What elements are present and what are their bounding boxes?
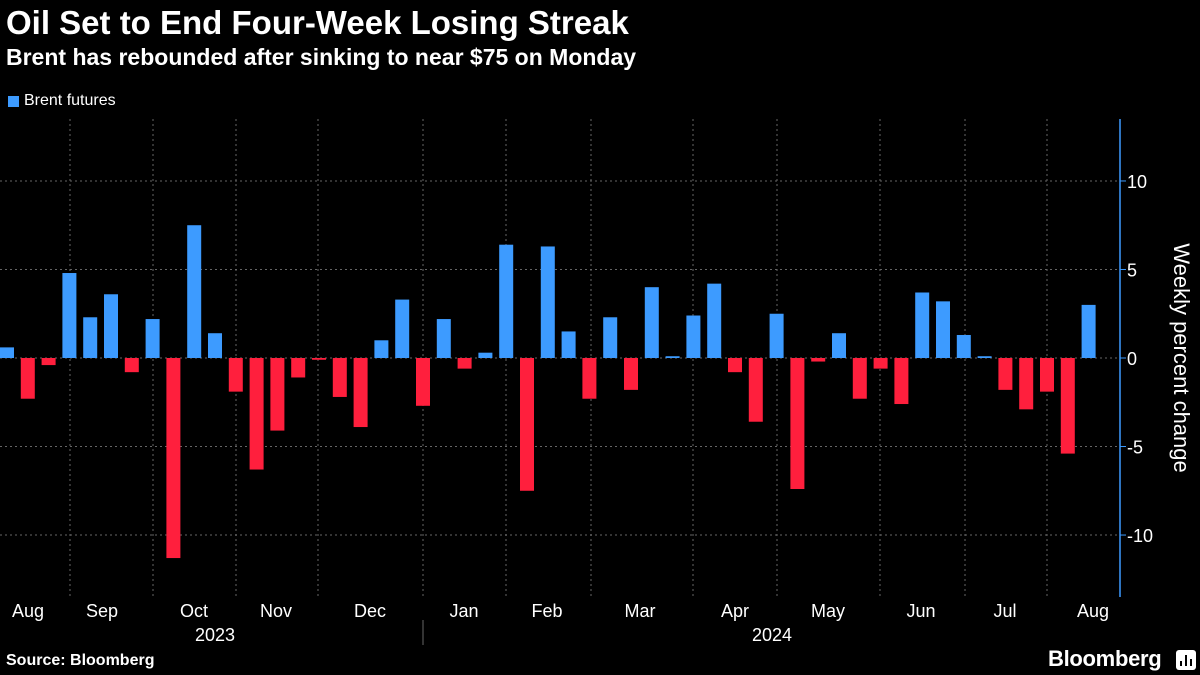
bar xyxy=(124,358,139,373)
x-tick-label: Aug xyxy=(1077,601,1109,621)
bar xyxy=(540,246,555,358)
bar xyxy=(977,356,992,358)
x-tick-label: Feb xyxy=(531,601,562,621)
bar xyxy=(790,358,805,490)
bar xyxy=(956,334,971,358)
bar xyxy=(832,333,846,358)
bar xyxy=(104,294,118,358)
year-label: 2024 xyxy=(752,625,792,645)
bar xyxy=(374,340,389,358)
bar xyxy=(769,313,784,358)
bar xyxy=(998,358,1013,390)
x-tick-label: Apr xyxy=(721,601,749,621)
source-note: Source: Bloomberg xyxy=(6,652,155,669)
bar xyxy=(353,358,368,428)
x-tick-label: Mar xyxy=(625,601,656,621)
bar xyxy=(499,244,514,358)
bar xyxy=(707,283,722,358)
bar xyxy=(603,317,618,358)
bar xyxy=(811,358,826,362)
bar xyxy=(748,358,763,422)
x-tick-label: Jun xyxy=(906,601,935,621)
bar xyxy=(561,331,576,358)
bar xyxy=(436,319,451,358)
bar xyxy=(728,358,742,373)
x-tick-label: Nov xyxy=(260,601,292,621)
bar xyxy=(915,292,930,358)
y-axis-label: Weekly percent change xyxy=(1169,243,1194,473)
bar xyxy=(166,358,181,559)
bar xyxy=(1060,358,1075,454)
bar xyxy=(187,225,202,358)
bar xyxy=(852,358,867,399)
x-tick-label: May xyxy=(811,601,845,621)
y-tick-label: 5 xyxy=(1127,260,1137,280)
chart-title: Oil Set to End Four-Week Losing Streak xyxy=(6,4,629,41)
bar xyxy=(291,358,306,378)
legend-swatch xyxy=(8,95,19,107)
bar xyxy=(83,317,98,358)
bar xyxy=(270,358,285,431)
year-label: 2023 xyxy=(195,625,235,645)
bar xyxy=(936,301,950,358)
bloomberg-chart-icon xyxy=(1176,650,1196,670)
bar xyxy=(228,358,243,392)
bar xyxy=(1019,358,1034,410)
x-tick-label: Oct xyxy=(180,601,208,621)
bar xyxy=(249,358,264,470)
y-tick-label: 0 xyxy=(1127,349,1137,369)
bar xyxy=(873,358,888,369)
bar xyxy=(332,358,347,397)
bar xyxy=(145,319,160,358)
bar xyxy=(457,358,472,369)
chart-subtitle: Brent has rebounded after sinking to nea… xyxy=(6,44,637,70)
legend-label: Brent futures xyxy=(24,92,116,109)
bar xyxy=(624,358,638,390)
x-tick-label: Sep xyxy=(86,601,118,621)
bar xyxy=(665,356,680,358)
bloomberg-logo: Bloomberg xyxy=(1048,646,1162,671)
bar xyxy=(894,358,909,405)
bar xyxy=(208,333,222,358)
y-tick-label: -10 xyxy=(1127,526,1153,546)
x-tick-label: Jul xyxy=(993,601,1016,621)
x-tick-label: Jan xyxy=(449,601,478,621)
y-tick-label: 10 xyxy=(1127,172,1147,192)
bar xyxy=(312,358,326,360)
bar xyxy=(478,352,493,358)
bar xyxy=(686,315,701,358)
y-tick-label: -5 xyxy=(1127,438,1143,458)
bar xyxy=(395,299,410,358)
bar xyxy=(62,273,77,358)
bar xyxy=(1081,304,1096,358)
x-tick-label: Dec xyxy=(354,601,386,621)
bar xyxy=(20,358,35,399)
bar xyxy=(644,287,659,358)
bar xyxy=(0,347,14,358)
bar xyxy=(582,358,597,399)
bar xyxy=(416,358,430,406)
x-tick-label: Aug xyxy=(12,601,44,621)
legend: Brent futures xyxy=(8,92,116,110)
bar xyxy=(1040,358,1054,392)
bar xyxy=(520,358,534,491)
bar xyxy=(41,358,56,366)
